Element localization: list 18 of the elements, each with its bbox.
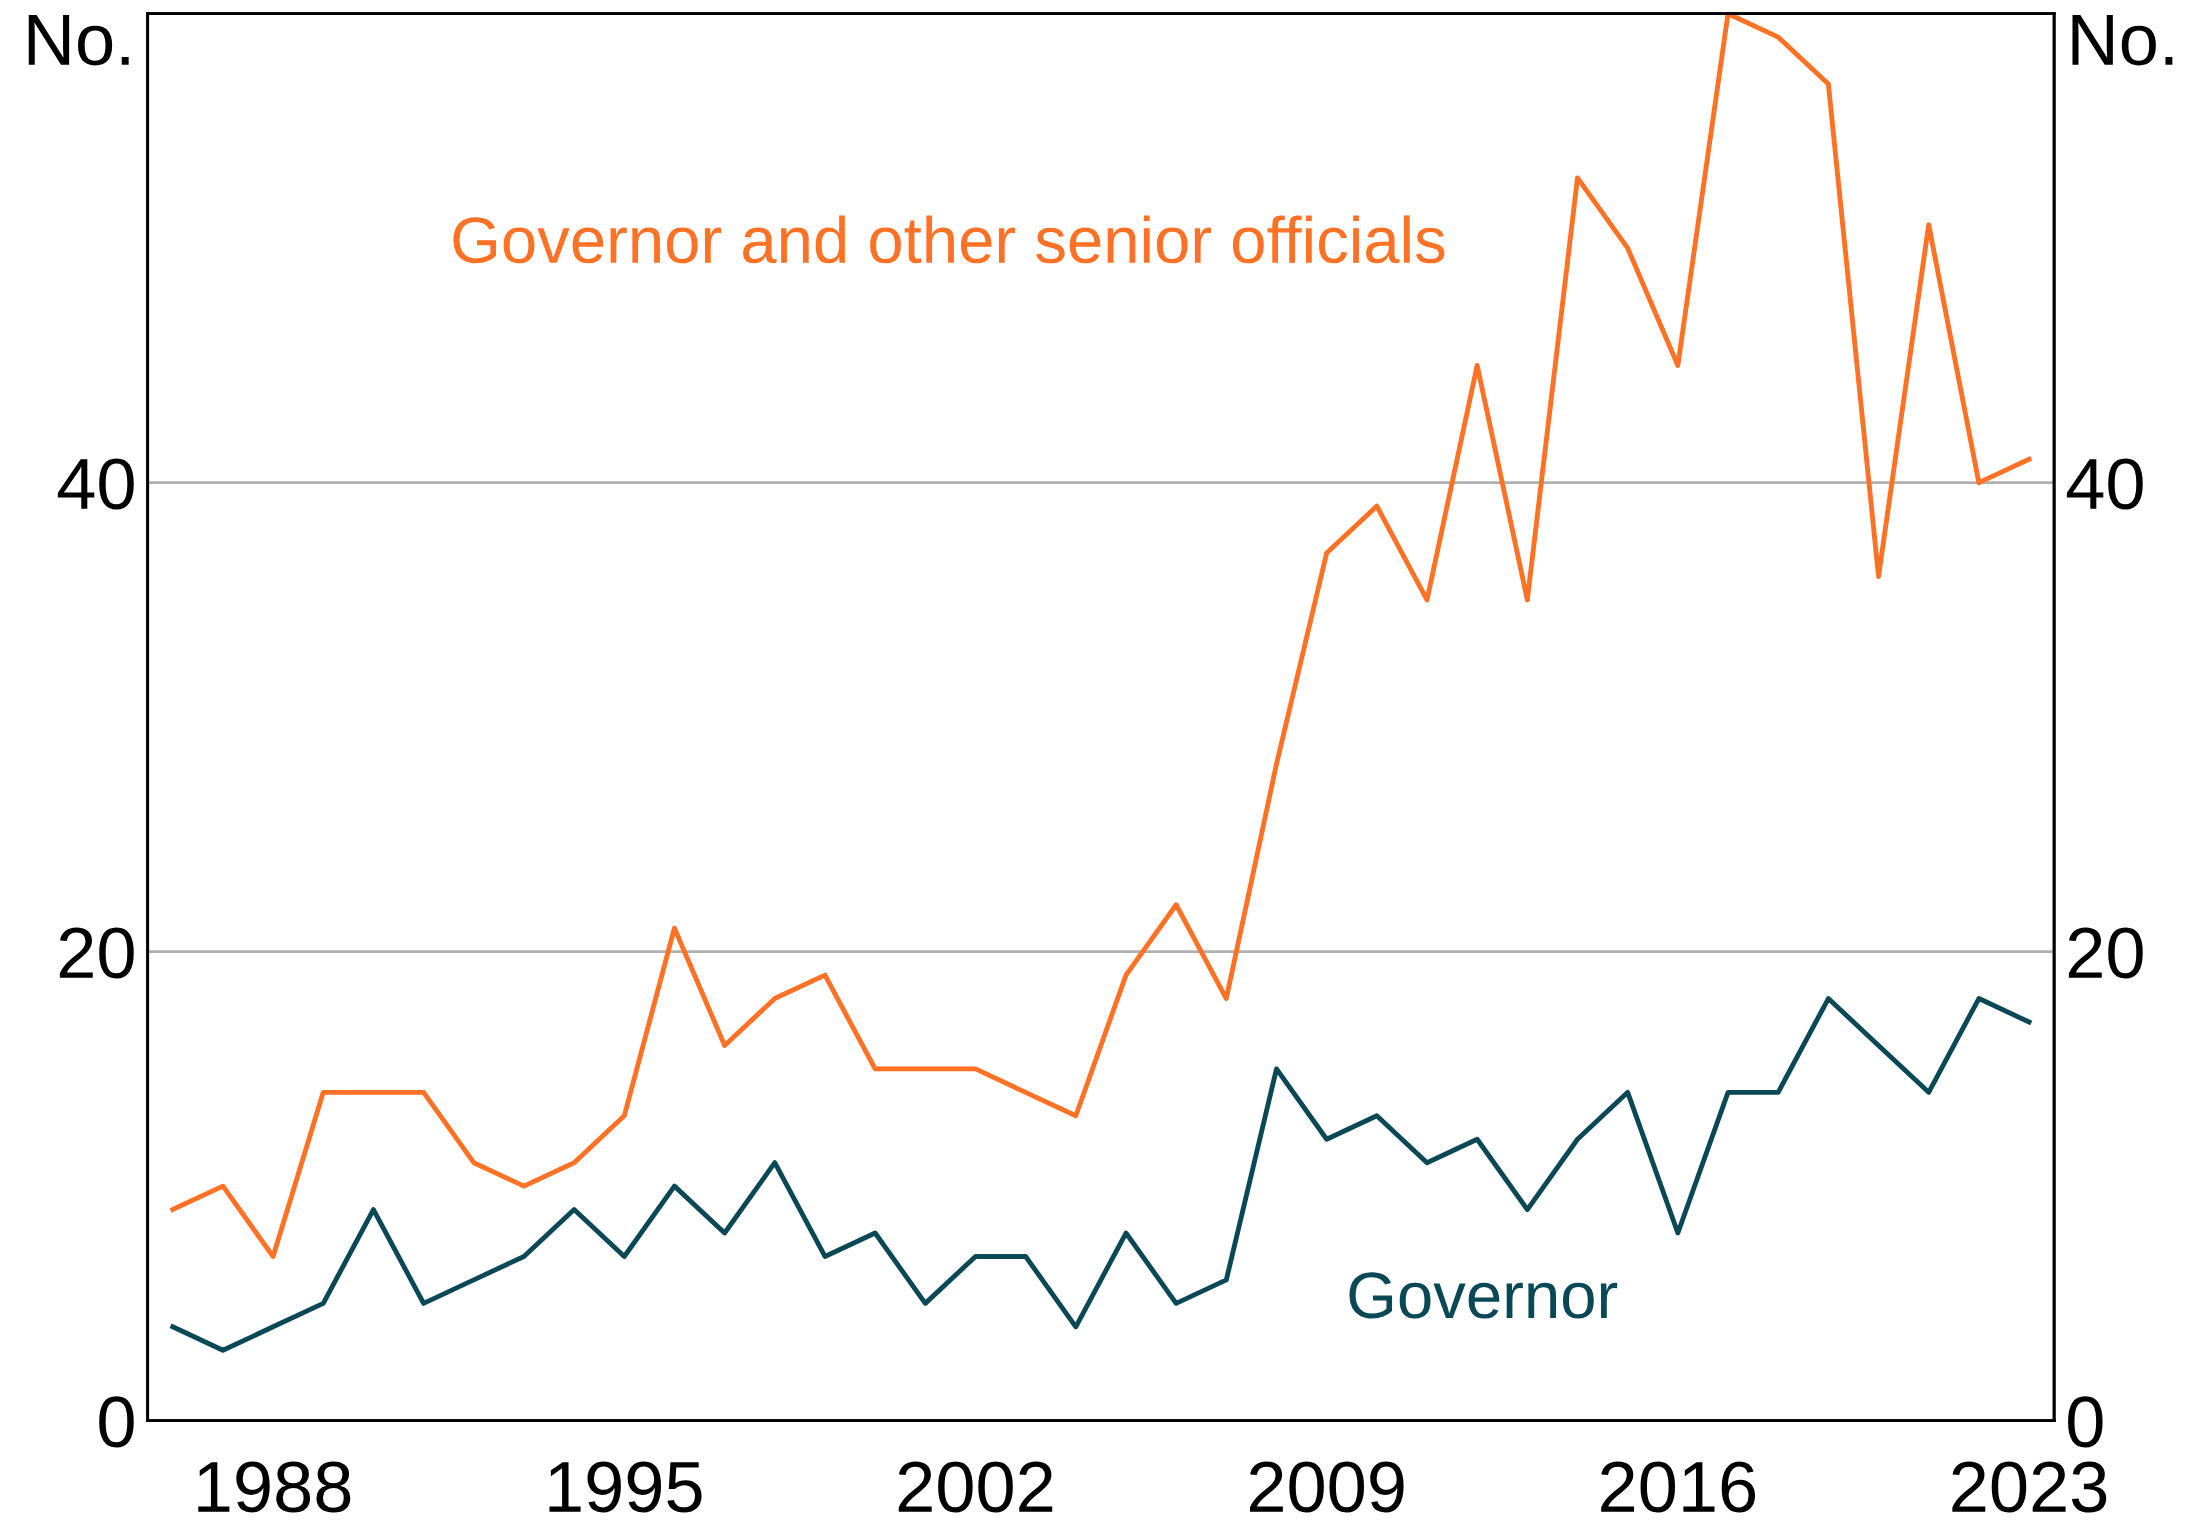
x-tick-label: 2009 [1249,1461,1404,1513]
series-label: Governor [1349,1272,1618,1319]
line-series [170,996,2032,1353]
y2-tick-label: 0 [2068,1396,2103,1448]
y2-axis-title: No. [2072,15,2173,66]
x-tick-label: 2002 [898,1461,1053,1513]
x-tick-label: 1995 [549,1461,702,1513]
y-tick-label: 40 [57,458,134,510]
y-tick-label: 20 [59,927,134,979]
y-axis-title: No. [28,15,129,66]
y2-tick-label: 40 [2066,458,2143,510]
series-label: Governor and other senior officials [453,215,1445,264]
y2-tick-label: 20 [2068,927,2143,979]
x-tick-label: 2023 [1952,1461,2107,1513]
line-series [170,13,2032,1259]
x-tick-label: 1988 [198,1461,351,1513]
y-tick-label: 0 [99,1396,134,1448]
x-tick-label: 2016 [1601,1461,1756,1513]
